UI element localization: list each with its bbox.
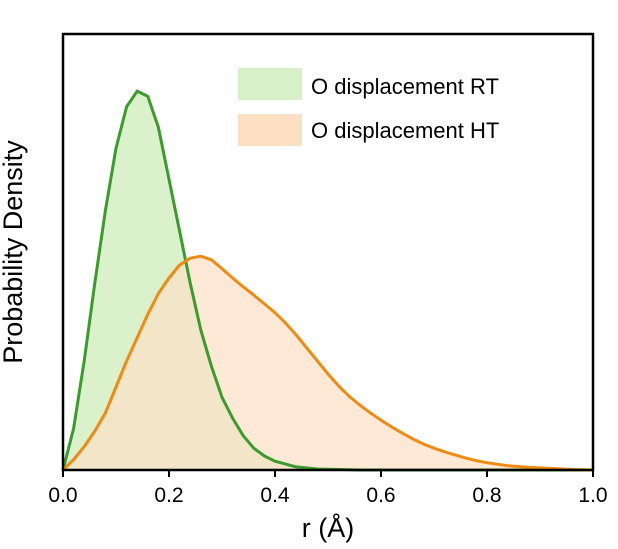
legend-swatch-rt — [238, 68, 302, 100]
x-tick-label: 0.2 — [154, 484, 183, 507]
x-tick-label: 1.0 — [578, 484, 607, 507]
x-tick-label: 0.4 — [260, 484, 290, 507]
series-line-ht — [61, 254, 594, 472]
x-tick-label: 0.0 — [48, 484, 77, 507]
x-tick-label: 0.8 — [472, 484, 501, 507]
x-tick-label: 0.6 — [366, 484, 395, 507]
legend-label-rt: O displacement RT — [311, 74, 499, 99]
legend-swatch-ht — [238, 114, 302, 146]
y-axis-label: Probability Density — [0, 140, 28, 364]
x-axis-label: r (Å) — [302, 512, 354, 543]
series-layer — [61, 89, 594, 472]
plot-frame — [61, 32, 595, 472]
legend-label-ht: O displacement HT — [311, 118, 499, 143]
legend: O displacement RT O displacement HT — [238, 68, 499, 146]
x-ticks: 0.0 0.2 0.4 0.6 0.8 1.0 — [48, 470, 608, 507]
